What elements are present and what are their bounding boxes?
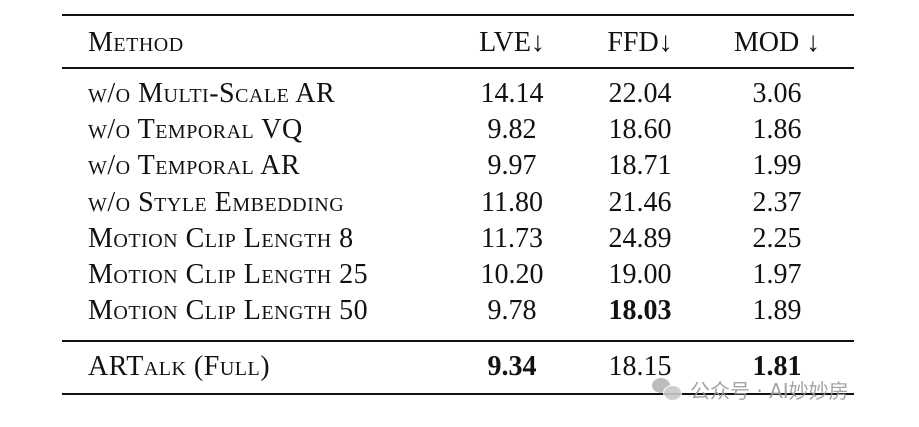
- row-mod: 1.86: [752, 114, 802, 145]
- header-rule: [62, 67, 854, 69]
- table-row: w/o Style Embedding 11.80 21.46 2.37: [62, 185, 854, 221]
- row-lve: 9.97: [487, 150, 537, 181]
- row-lve: 11.80: [481, 187, 543, 218]
- watermark-text: 公众号 · AI妙妙房: [690, 378, 849, 403]
- row-mod: 1.99: [752, 150, 802, 181]
- row-ffd: 19.00: [608, 259, 672, 290]
- row-mod: 1.97: [752, 259, 802, 290]
- row-method: w/o Multi-Scale AR: [88, 78, 336, 109]
- top-rule: [62, 14, 854, 16]
- header-lve: LVE↓: [479, 27, 545, 58]
- row-lve: 10.20: [480, 259, 544, 290]
- ablation-table: Method LVE↓ FFD↓ MOD ↓ w/o Multi-Scale A…: [62, 14, 854, 395]
- row-lve: 9.78: [487, 295, 537, 326]
- full-method: ARTalk (Full): [88, 351, 271, 382]
- row-ffd: 22.04: [608, 78, 672, 109]
- row-ffd: 24.89: [608, 223, 672, 254]
- full-mod-best: 1.81: [752, 351, 802, 382]
- full-model-rule: [62, 340, 854, 342]
- header-ffd: FFD↓: [607, 27, 673, 58]
- wechat-icon: [652, 377, 682, 401]
- row-ffd: 21.46: [608, 187, 672, 218]
- full-ffd: 18.15: [608, 351, 672, 382]
- row-method: w/o Temporal AR: [88, 150, 301, 181]
- row-method: Motion Clip Length 8: [88, 223, 354, 254]
- row-method: w/o Style Embedding: [88, 187, 345, 218]
- header-row: Method LVE↓ FFD↓ MOD ↓: [62, 25, 854, 61]
- full-model-row: ARTalk (Full) 9.34 18.15 1.81: [62, 349, 854, 385]
- row-method: Motion Clip Length 50: [88, 295, 369, 326]
- row-mod: 2.37: [752, 187, 802, 218]
- header-method: Method: [88, 27, 184, 58]
- row-lve: 14.14: [480, 78, 544, 109]
- row-ffd: 18.71: [608, 150, 672, 181]
- row-lve: 9.82: [487, 114, 537, 145]
- row-method: w/o Temporal VQ: [88, 114, 303, 145]
- table-row: w/o Multi-Scale AR 14.14 22.04 3.06: [62, 76, 854, 112]
- watermark: 公众号 · AI妙妙房: [652, 374, 849, 404]
- row-method: Motion Clip Length 25: [88, 259, 369, 290]
- row-mod: 1.89: [752, 295, 802, 326]
- table-row: w/o Temporal VQ 9.82 18.60 1.86: [62, 112, 854, 148]
- full-lve-best: 9.34: [487, 351, 537, 382]
- row-mod: 2.25: [752, 223, 802, 254]
- bottom-rule: [62, 393, 854, 395]
- row-mod: 3.06: [752, 78, 802, 109]
- row-lve: 11.73: [481, 223, 543, 254]
- row-ffd-best: 18.03: [608, 295, 672, 326]
- table-row: Motion Clip Length 25 10.20 19.00 1.97: [62, 257, 854, 293]
- row-ffd: 18.60: [608, 114, 672, 145]
- header-mod: MOD ↓: [733, 27, 821, 58]
- table-row: Motion Clip Length 8 11.73 24.89 2.25: [62, 221, 854, 257]
- table-row: Motion Clip Length 50 9.78 18.03 1.89: [62, 293, 854, 329]
- table-row: w/o Temporal AR 9.97 18.71 1.99: [62, 148, 854, 184]
